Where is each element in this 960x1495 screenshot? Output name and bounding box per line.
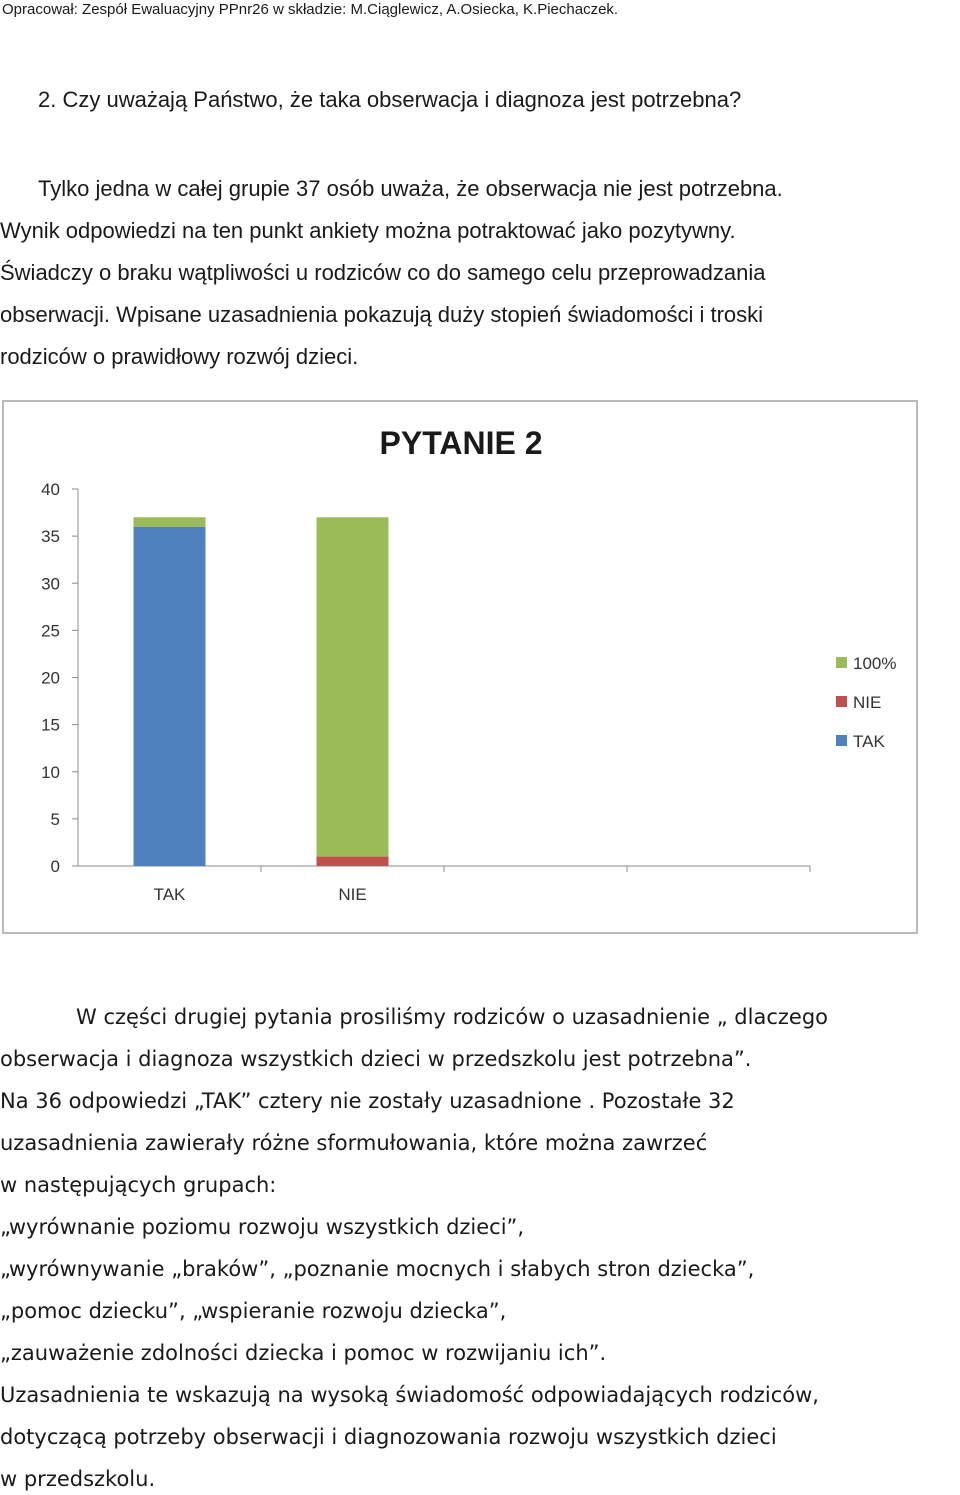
paragraph-1-line: Świadczy o braku wątpliwości u rodziców … [0, 260, 766, 285]
page-header: Opracował: Zespół Ewaluacyjny PPnr26 w s… [2, 1, 619, 18]
bar-segment [133, 526, 206, 866]
legend-label: NIE [853, 693, 881, 712]
paragraph-2-line: „wyrównanie poziomu rozwoju wszystkich d… [0, 1215, 525, 1239]
paragraph-1-line: obserwacji. Wpisane uzasadnienia pokazuj… [0, 302, 764, 327]
y-tick-label: 20 [41, 669, 60, 688]
bar-segment [316, 517, 389, 857]
y-tick-label: 25 [41, 621, 60, 640]
legend-swatch [836, 735, 847, 746]
paragraph-2-line: obserwacja i diagnoza wszystkich dzieci … [0, 1047, 752, 1071]
chart-title: PYTANIE 2 [380, 425, 543, 461]
bar-segment [133, 517, 206, 527]
paragraph-2-line: w przedszkolu. [0, 1467, 156, 1491]
y-tick-label: 0 [51, 857, 60, 876]
chart-legend: 100% NIE TAK [836, 654, 896, 751]
y-tick-label: 15 [41, 716, 60, 735]
question-heading: 2. Czy uważają Państwo, że taka obserwac… [38, 87, 742, 112]
paragraph-2-line: W części drugiej pytania prosiliśmy rodz… [76, 1005, 829, 1029]
legend-swatch [836, 657, 847, 668]
y-tick-label: 40 [41, 480, 60, 499]
paragraph-2-line: „zauważenie zdolności dziecka i pomoc w … [0, 1341, 607, 1365]
x-tick-label: NIE [338, 885, 366, 904]
legend-label: 100% [853, 654, 896, 673]
paragraph-2-line: „pomoc dziecku”, „wspieranie rozwoju dzi… [0, 1299, 507, 1323]
chart-bars [133, 517, 389, 866]
paragraph-2-line: Uzasadnienia te wskazują na wysoką świad… [0, 1383, 819, 1407]
y-tick-label: 5 [51, 810, 60, 829]
chart-axes: 0 5 10 15 20 25 30 35 40 TAK NIE [41, 480, 811, 904]
paragraph-2-line: uzasadnienia zawierały różne sformułowan… [0, 1131, 708, 1155]
y-tick-label: 30 [41, 574, 60, 593]
y-tick-label: 10 [41, 763, 60, 782]
bar-chart: PYTANIE 2 0 5 10 15 20 25 30 35 40 TAK NIE 100% NIE… [41, 425, 896, 904]
legend-swatch [836, 696, 847, 707]
paragraph-1-line: Wynik odpowiedzi na ten punkt ankiety mo… [0, 218, 736, 243]
y-tick-label: 35 [41, 527, 60, 546]
x-tick-label: TAK [154, 885, 186, 904]
legend-label: TAK [853, 732, 885, 751]
paragraph-2-line: Na 36 odpowiedzi „TAK” cztery nie został… [0, 1089, 735, 1113]
paragraph-1-line: rodziców o prawidłowy rozwój dzieci. [0, 344, 359, 369]
paragraph-2-line: dotyczącą potrzeby obserwacji i diagnozo… [0, 1425, 777, 1449]
bar-segment [316, 856, 389, 866]
paragraph-2-line: w następujących grupach: [0, 1173, 277, 1197]
paragraph-1-line: Tylko jedna w całej grupie 37 osób uważa… [38, 176, 783, 201]
chart-frame: PYTANIE 2 0 5 10 15 20 25 30 35 40 TAK NIE 100% NIE… [2, 400, 918, 934]
paragraph-2-line: „wyrównywanie „braków”, „poznanie mocnyc… [0, 1257, 755, 1281]
